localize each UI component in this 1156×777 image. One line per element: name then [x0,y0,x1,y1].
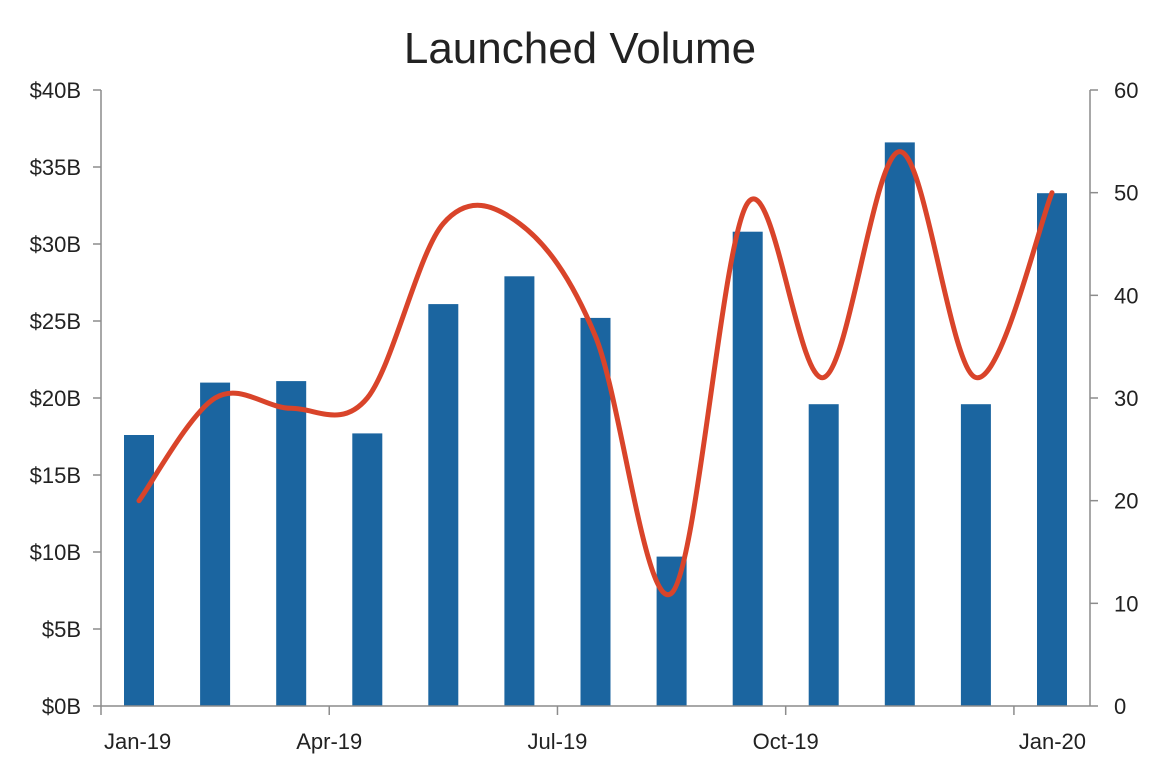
left-tick-label: $40B [30,78,81,103]
right-tick-label: 60 [1114,78,1138,103]
left-tick-label: $25B [30,309,81,334]
left-tick-label: $10B [30,540,81,565]
line-series [136,149,1055,598]
left-tick-label: $30B [30,232,81,257]
bar-jan-20 [1037,193,1067,706]
bar-series [124,142,1067,706]
bar-nov-19 [884,142,915,706]
left-tick-label: $0B [42,694,81,719]
right-tick-label: 40 [1114,283,1138,308]
bar-oct-19 [808,404,839,706]
bar-apr-19 [352,433,383,706]
bar-jun-19 [504,276,535,706]
bar-jul-19 [580,317,611,706]
right-tick-label: 10 [1114,591,1138,616]
line-series-path [136,149,1055,598]
x-tick-label: Jan-20 [1019,729,1086,754]
bar-may-19 [428,304,459,706]
right-tick-label: 20 [1114,489,1138,514]
left-tick-label: $35B [30,155,81,180]
bar-dec-19 [960,404,991,706]
x-tick-label: Jul-19 [528,729,588,754]
axes: $0B $5B $10B $15B $20B $25B $30B $35B $40B 0 10 20 3… [30,78,1139,754]
chart-title: Launched Volume [404,24,756,73]
left-tick-label: $20B [30,386,81,411]
right-tick-label: 0 [1114,694,1126,719]
bar-sep-19 [732,231,763,706]
right-tick-label: 30 [1114,386,1138,411]
bar-aug-19 [656,556,687,706]
x-tick-label: Apr-19 [296,729,362,754]
x-tick-label: Jan-19 [104,729,171,754]
bar-jan-19 [124,435,154,706]
bar-feb-19 [200,382,231,706]
bar-mar-19 [276,381,307,706]
x-tick-label: Oct-19 [753,729,819,754]
left-tick-label: $15B [30,463,81,488]
right-tick-label: 50 [1114,181,1138,206]
left-tick-label: $5B [42,617,81,642]
